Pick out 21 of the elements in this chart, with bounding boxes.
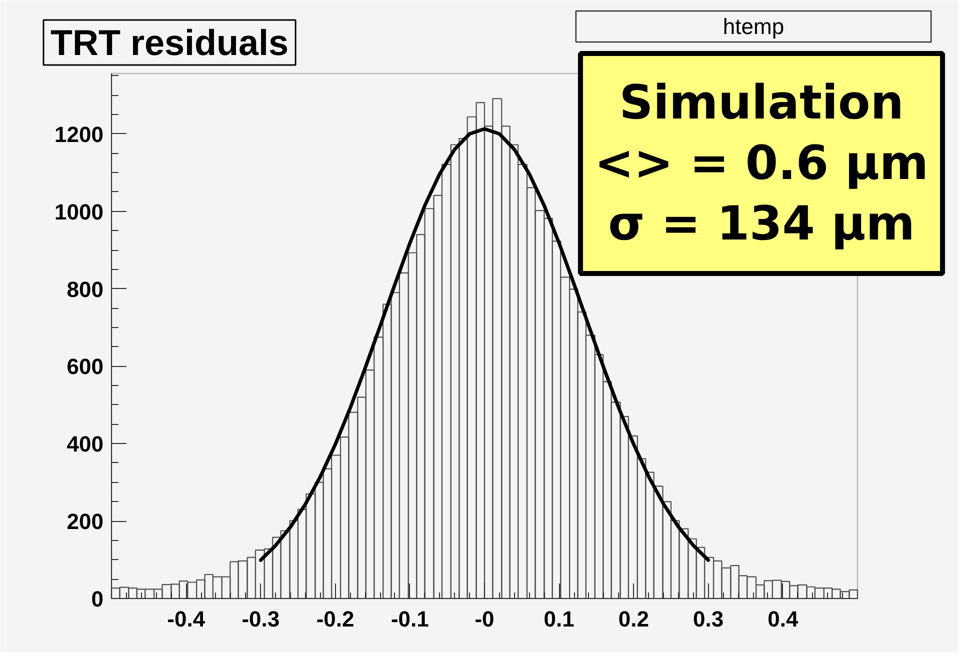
x-tick-label: -0.3 [242, 606, 280, 632]
x-tick-label: 0.2 [618, 606, 649, 632]
y-tick-label: 0 [91, 586, 104, 612]
y-tick-label: 600 [66, 354, 104, 380]
x-tick-label: 0.1 [544, 606, 574, 632]
y-tick-label: 800 [66, 276, 104, 302]
y-tick-label: 1000 [54, 199, 104, 224]
chart-title: TRT residuals [50, 22, 289, 63]
x-tick-label: -0 [474, 606, 494, 632]
x-tick-label: 0.4 [768, 606, 799, 632]
annotation: Simulation [619, 76, 904, 130]
x-tick-label: -0.1 [390, 606, 429, 632]
x-tick-label: 0.3 [693, 606, 724, 632]
x-tick-label: -0.4 [167, 606, 206, 632]
text: htemp [722, 14, 784, 39]
annotation: σ = 134 μm [608, 196, 915, 252]
y-tick-label: 200 [66, 509, 104, 534]
x-tick-label: -0.2 [316, 606, 354, 632]
y-tick-label: 1200 [54, 122, 104, 147]
annotation: <> = 0.6 μm [594, 136, 929, 191]
y-tick-label: 400 [66, 432, 104, 457]
